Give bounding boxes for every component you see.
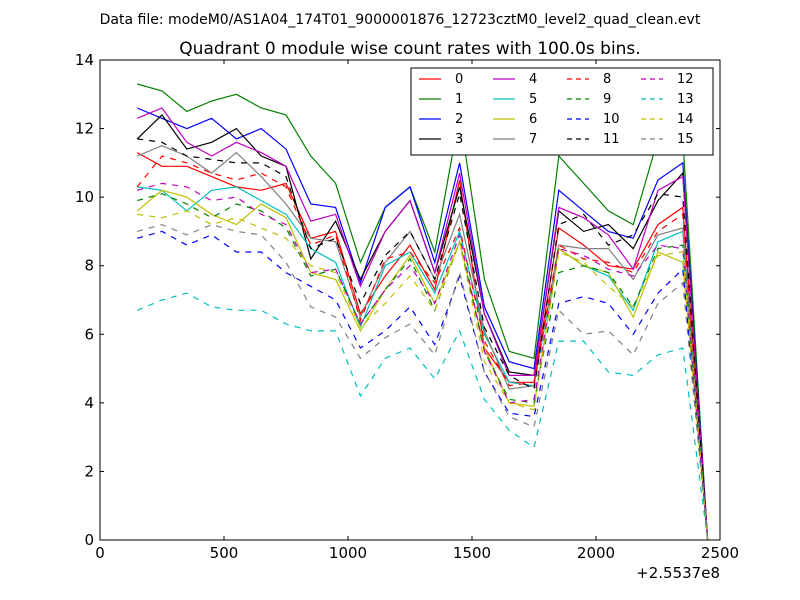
series-line-12: [137, 182, 709, 541]
series-line-0: [136, 152, 709, 541]
x-tick-label: 2000: [577, 544, 615, 562]
y-tick-label: 2: [84, 462, 94, 480]
legend-label-7: 7: [529, 132, 537, 147]
chart-title: Quadrant 0 module wise count rates with …: [179, 39, 640, 59]
series-line-15: [137, 223, 709, 541]
legend-label-1: 1: [455, 92, 463, 107]
series-line-11: [137, 138, 709, 541]
y-tick-label: 4: [84, 394, 94, 412]
series-line-4: [136, 107, 709, 541]
y-tick-label: 14: [75, 51, 94, 69]
legend-label-14: 14: [677, 112, 694, 127]
series-line-13: [136, 292, 709, 541]
legend-label-5: 5: [529, 92, 537, 107]
series-line-14: [137, 210, 709, 541]
y-tick-label: 10: [75, 188, 94, 206]
legend-label-15: 15: [677, 132, 694, 147]
legend-label-4: 4: [529, 72, 537, 87]
x-tick-label: 1500: [453, 544, 491, 562]
legend-label-2: 2: [455, 112, 463, 127]
data-file-header: Data file: modeM0/AS1A04_174T01_90000018…: [100, 12, 701, 28]
legend-label-0: 0: [455, 72, 463, 87]
x-offset-label: +2.5537e8: [636, 564, 720, 582]
x-tick-label: 1000: [329, 544, 367, 562]
series-line-8: [136, 155, 709, 541]
series-line-2: [136, 107, 709, 541]
y-tick-label: 12: [75, 120, 94, 138]
y-tick-label: 6: [84, 325, 94, 343]
legend-label-11: 11: [603, 132, 620, 147]
legend-label-13: 13: [677, 92, 694, 107]
legend-label-8: 8: [603, 72, 611, 87]
series-line-10: [137, 230, 709, 541]
axes-frame: [99, 59, 721, 541]
y-tick-label: 0: [84, 531, 94, 549]
legend-label-9: 9: [603, 92, 611, 107]
legend-box: [410, 67, 714, 156]
x-tick-label: 500: [210, 544, 239, 562]
x-tick-label: 0: [95, 544, 105, 562]
series-line-1: [137, 83, 709, 541]
legend-label-12: 12: [677, 72, 694, 87]
y-tick-label: 8: [84, 257, 94, 275]
plot-area: [136, 83, 709, 541]
series-line-5: [137, 186, 709, 541]
series-line-6: [136, 189, 709, 541]
legend-label-6: 6: [529, 112, 537, 127]
legend-label-3: 3: [455, 132, 463, 147]
legend-label-10: 10: [603, 112, 620, 127]
x-tick-label: 2500: [701, 544, 739, 562]
